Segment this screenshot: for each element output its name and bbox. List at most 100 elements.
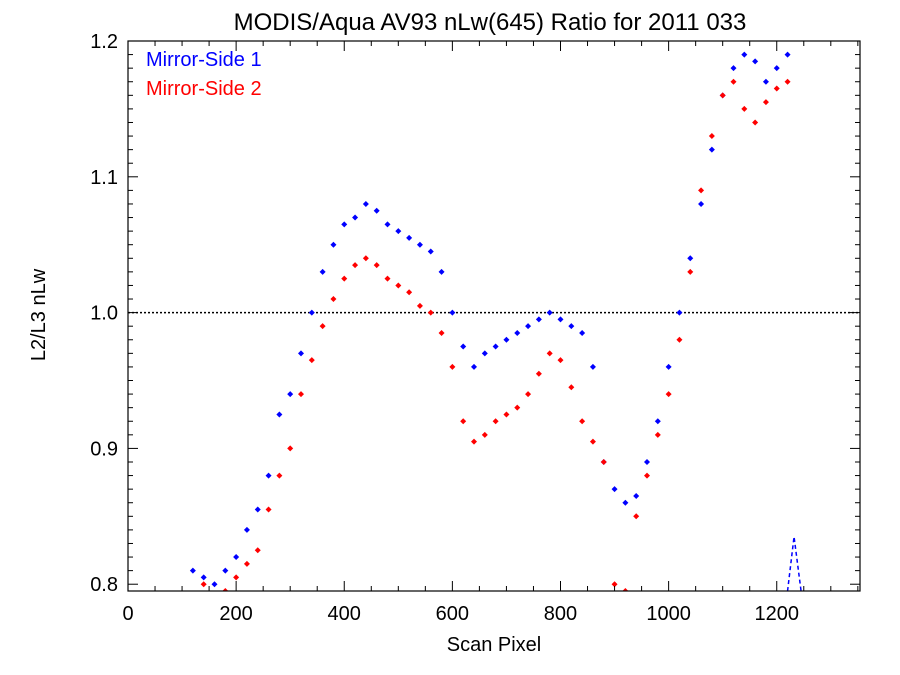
point-series-1: [687, 255, 694, 262]
point-series-1: [297, 350, 304, 357]
point-series-1: [752, 58, 759, 65]
point-series-1: [330, 241, 337, 248]
point-series-2: [525, 391, 532, 398]
point-series-1: [200, 574, 207, 581]
x-tick-label: 800: [544, 603, 577, 625]
point-series-2: [546, 350, 553, 357]
point-series-1: [503, 336, 510, 343]
point-series-2: [416, 302, 423, 309]
point-series-1: [568, 323, 575, 330]
point-series-2: [611, 581, 618, 588]
point-series-1: [535, 316, 542, 323]
point-series-2: [600, 458, 607, 465]
point-series-2: [341, 275, 348, 282]
point-series-2: [481, 431, 488, 438]
point-series-1: [643, 458, 650, 465]
point-series-1: [741, 51, 748, 58]
point-series-1: [352, 214, 359, 221]
point-series-1: [189, 567, 196, 574]
y-tick-label: 1.0: [90, 303, 118, 325]
point-series-1: [546, 309, 553, 316]
point-series-2: [633, 513, 640, 520]
point-series-1: [362, 200, 369, 207]
point-series-2: [665, 391, 672, 398]
point-series-2: [719, 92, 726, 99]
point-series-2: [384, 275, 391, 282]
point-series-1: [579, 329, 586, 336]
point-series-1: [308, 309, 315, 316]
point-series-2: [319, 323, 326, 330]
point-series-2: [243, 560, 250, 567]
point-series-2: [762, 99, 769, 106]
point-series-1: [481, 350, 488, 357]
point-series-2: [460, 418, 467, 425]
point-series-2: [784, 78, 791, 85]
point-series-2: [276, 472, 283, 479]
point-series-2: [200, 581, 207, 588]
x-axis-label: Scan Pixel: [447, 634, 542, 656]
point-series-2: [395, 282, 402, 289]
y-tick-label: 1.1: [90, 167, 118, 189]
x-tick-label: 1200: [754, 603, 799, 625]
dashed-line: [786, 536, 802, 591]
y-tick-label: 0.8: [90, 574, 118, 596]
y-tick-label: 1.2: [90, 31, 118, 53]
point-series-1: [611, 486, 618, 493]
point-series-1: [233, 554, 240, 561]
point-series-2: [557, 357, 564, 364]
x-tick-label: 0: [122, 603, 133, 625]
point-series-2: [308, 357, 315, 364]
point-series-2: [535, 370, 542, 377]
point-series-1: [557, 316, 564, 323]
legend-mirror-side-2: Mirror-Side 2: [146, 78, 262, 100]
point-series-2: [254, 547, 261, 554]
point-series-2: [622, 588, 629, 591]
point-series-2: [654, 431, 661, 438]
plot-frame: [127, 40, 861, 592]
data-marks: [189, 51, 802, 601]
point-series-2: [503, 411, 510, 418]
point-series-1: [265, 472, 272, 479]
point-series-2: [773, 85, 780, 92]
point-series-2: [470, 438, 477, 445]
point-series-2: [438, 329, 445, 336]
point-series-2: [211, 595, 217, 601]
point-series-2: [287, 445, 294, 452]
x-tick-label: 600: [436, 603, 469, 625]
point-series-1: [211, 581, 218, 588]
point-series-1: [373, 207, 380, 214]
point-series-2: [233, 574, 240, 581]
point-series-1: [470, 363, 477, 370]
point-series-2: [330, 296, 337, 303]
point-series-1: [287, 391, 294, 398]
point-series-1: [514, 329, 521, 336]
point-series-2: [492, 418, 499, 425]
point-series-1: [243, 526, 250, 533]
point-series-1: [319, 268, 326, 275]
plot-area: 0 200 400 600 800 1000 1200 0.8 0.9 1.0 1.1 1.2: [90, 31, 861, 625]
legend-mirror-side-1: Mirror-Side 1: [146, 49, 262, 71]
point-series-2: [406, 289, 413, 296]
point-series-1: [406, 234, 413, 241]
point-series-2: [698, 187, 705, 194]
point-series-1: [525, 323, 532, 330]
point-series-1: [654, 418, 661, 425]
y-axis-label: L2/L3 nLw: [28, 268, 50, 361]
point-series-2: [514, 404, 521, 411]
x-tick-label: 1000: [646, 603, 691, 625]
point-series-2: [352, 262, 359, 269]
point-series-1: [622, 499, 629, 506]
point-series-1: [698, 200, 705, 207]
point-series-1: [254, 506, 261, 513]
point-series-2: [730, 78, 737, 85]
point-series-1: [460, 343, 467, 350]
x-tick-label: 400: [328, 603, 361, 625]
point-series-2: [687, 268, 694, 275]
point-series-2: [265, 506, 272, 513]
point-series-2: [449, 363, 456, 370]
chart-title: MODIS/Aqua AV93 nLw(645) Ratio for 2011 …: [234, 9, 747, 36]
point-series-1: [449, 309, 456, 316]
point-series-1: [427, 248, 434, 255]
point-series-1: [589, 363, 596, 370]
